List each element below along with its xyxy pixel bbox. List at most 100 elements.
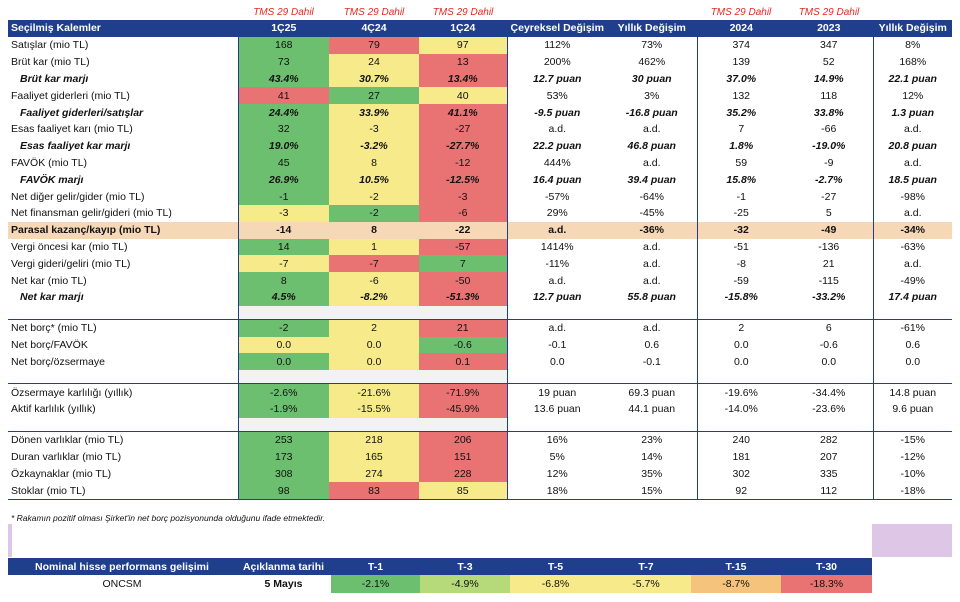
spacer-row bbox=[8, 305, 952, 320]
annual-value-cell bbox=[697, 306, 785, 320]
table-row: Vergi gideri/geliri (mio TL) -7 -7 7 -11% a.d… bbox=[8, 255, 952, 273]
quarter-value-cell: -15.5% bbox=[329, 400, 419, 418]
row-label: Özkaynaklar (mio TL) bbox=[11, 467, 112, 480]
row-label: Vergi gideri/geliri (mio TL) bbox=[11, 257, 131, 270]
change-cell: 12% bbox=[546, 467, 568, 480]
quarter-value-cell: 8 bbox=[329, 221, 419, 239]
table-row: Satışlar (mio TL) 168 79 97 112% 73% 374 347 8% bbox=[8, 35, 952, 54]
annual-value-cell: 207 bbox=[785, 448, 874, 466]
quarter-value-cell: 173 bbox=[237, 448, 329, 466]
spacer-row bbox=[8, 417, 952, 432]
change-cell: 35% bbox=[607, 465, 698, 483]
quarter-value-cell: 83 bbox=[329, 482, 419, 500]
annual-change-cell: 8% bbox=[873, 35, 952, 54]
row-label: Net kar (mio TL) bbox=[11, 274, 87, 287]
row-label: Satışlar (mio TL) bbox=[8, 35, 238, 54]
annual-value-cell: 5 bbox=[785, 204, 874, 222]
row-label: Esas faaliyet kar marjı bbox=[20, 140, 131, 153]
table-row: Aktif karlılık (yıllık) -1.9% -15.5% -45.9%… bbox=[8, 400, 952, 418]
quarter-value-cell: 19.0% bbox=[237, 137, 329, 155]
column-header: Yıllık Değişim bbox=[873, 20, 952, 37]
perf-value-cell: -8.7% bbox=[691, 575, 781, 593]
annual-change-cell: 20.8 puan bbox=[888, 140, 937, 153]
quarter-value-cell: 13 bbox=[419, 53, 508, 71]
perf-header: T-3 bbox=[420, 558, 510, 575]
change-cell: 5% bbox=[549, 450, 565, 463]
annual-change-cell: 17.4 puan bbox=[888, 291, 937, 304]
annual-value-cell: 7 bbox=[738, 123, 745, 136]
change-cell: 12.7 puan bbox=[533, 291, 582, 304]
column-header: 1Ç25 bbox=[237, 20, 329, 37]
quarter-value-cell: -27.7% bbox=[419, 137, 508, 155]
tms-label: TMS 29 Dahil bbox=[343, 7, 405, 18]
change-cell: 0.6 bbox=[607, 336, 698, 354]
change-cell: 73% bbox=[607, 35, 698, 54]
tms-label: TMS 29 Dahil bbox=[432, 7, 494, 18]
annual-change-cell: a.d. bbox=[903, 207, 922, 220]
annual-change-cell: 1.3 puan bbox=[891, 106, 935, 119]
quarter-value-cell: -22 bbox=[419, 221, 508, 239]
quarter-value-cell: 8 bbox=[237, 272, 329, 289]
change-cell: -11% bbox=[545, 257, 570, 270]
quarter-value-cell: -21.6% bbox=[329, 383, 419, 401]
annual-value-cell: 240 bbox=[697, 430, 785, 449]
change-cell: 13.6 puan bbox=[533, 403, 581, 416]
perf-header: T-1 bbox=[331, 558, 420, 575]
column-header: Çeyreksel Değişim bbox=[507, 20, 607, 37]
tms-label-row: TMS 29 Dahil TMS 29 Dahil TMS 29 Dahil T… bbox=[8, 6, 952, 20]
table-row: Esas faaliyet karı (mio TL) 32 -3 -27 a.d. a.… bbox=[8, 120, 952, 138]
quarter-value-cell: -3.2% bbox=[329, 137, 419, 155]
quarter-value-cell: 228 bbox=[419, 465, 508, 483]
annual-value-cell bbox=[697, 370, 785, 384]
perf-value-cell: -2.1% bbox=[331, 575, 420, 593]
table-row: Özkaynaklar (mio TL) 308 274 228 12% 35% 302 33… bbox=[8, 465, 952, 483]
perf-value-cell: -6.8% bbox=[510, 575, 601, 593]
annual-change-cell bbox=[873, 306, 952, 320]
change-cell: a.d. bbox=[607, 318, 698, 337]
quarter-value-cell: -2 bbox=[329, 204, 419, 222]
quarter-value-cell: -2 bbox=[329, 188, 419, 205]
annual-change-cell: a.d. bbox=[903, 123, 922, 136]
table-row: Net kar (mio TL) 8 -6 -50 a.d. a.d. -59 -115 -49… bbox=[8, 272, 952, 289]
change-cell: 14% bbox=[607, 448, 698, 466]
quarter-value-cell: -51.3% bbox=[419, 288, 508, 306]
tms-label: TMS 29 Dahil bbox=[710, 7, 772, 18]
change-cell: -16.8 puan bbox=[607, 104, 698, 121]
table-row: Vergi öncesi kar (mio TL) 14 1 -57 1414% a.d.… bbox=[8, 238, 952, 256]
financial-summary: TMS 29 Dahil TMS 29 Dahil TMS 29 Dahil T… bbox=[8, 6, 952, 500]
table-row: Duran varlıklar (mio TL) 173 165 151 5% 14% 18… bbox=[8, 448, 952, 466]
change-cell: 16.4 puan bbox=[533, 173, 582, 186]
annual-value-cell: 282 bbox=[785, 430, 874, 449]
annual-value-cell: -32 bbox=[697, 221, 785, 239]
annual-change-cell: a.d. bbox=[903, 156, 922, 169]
change-cell: a.d. bbox=[607, 120, 698, 138]
quarter-value-cell: 97 bbox=[419, 35, 508, 54]
change-cell: 53% bbox=[546, 89, 568, 102]
annual-change-cell: -10% bbox=[900, 467, 925, 480]
quarter-value-cell: 0.0 bbox=[329, 336, 419, 354]
annual-value-cell: 0.0 bbox=[785, 353, 874, 371]
column-header: Seçilmiş Kalemler bbox=[8, 20, 238, 37]
annual-value-cell: 92 bbox=[697, 482, 785, 500]
quarter-value-cell: -7 bbox=[329, 255, 419, 273]
change-cell bbox=[607, 370, 698, 384]
change-cell bbox=[607, 305, 698, 320]
change-cell: 12.7 puan bbox=[533, 72, 582, 85]
table-row: Faaliyet giderleri (mio TL) 41 27 40 53% 3% 13… bbox=[8, 87, 952, 105]
annual-value-cell: 1.8% bbox=[729, 140, 754, 153]
quarter-value-cell: -3 bbox=[237, 204, 329, 222]
quarter-value-cell: -50 bbox=[419, 272, 508, 289]
annual-value-cell: -0.6 bbox=[785, 336, 874, 354]
change-cell: a.d. bbox=[607, 238, 698, 256]
change-cell: a.d. bbox=[607, 154, 698, 172]
annual-change-cell: -61% bbox=[873, 318, 952, 337]
change-cell: a.d. bbox=[607, 272, 698, 289]
change-cell: -9.5 puan bbox=[534, 106, 581, 119]
annual-value-cell: 33.8% bbox=[785, 104, 874, 121]
change-cell: 23% bbox=[607, 430, 698, 449]
quarter-value-cell: 41.1% bbox=[419, 104, 508, 121]
row-label: Net borç* (mio TL) bbox=[8, 318, 238, 337]
quarter-value-cell bbox=[329, 370, 419, 384]
change-cell: 0.0 bbox=[549, 355, 565, 368]
change-cell: 19 puan bbox=[507, 383, 607, 401]
